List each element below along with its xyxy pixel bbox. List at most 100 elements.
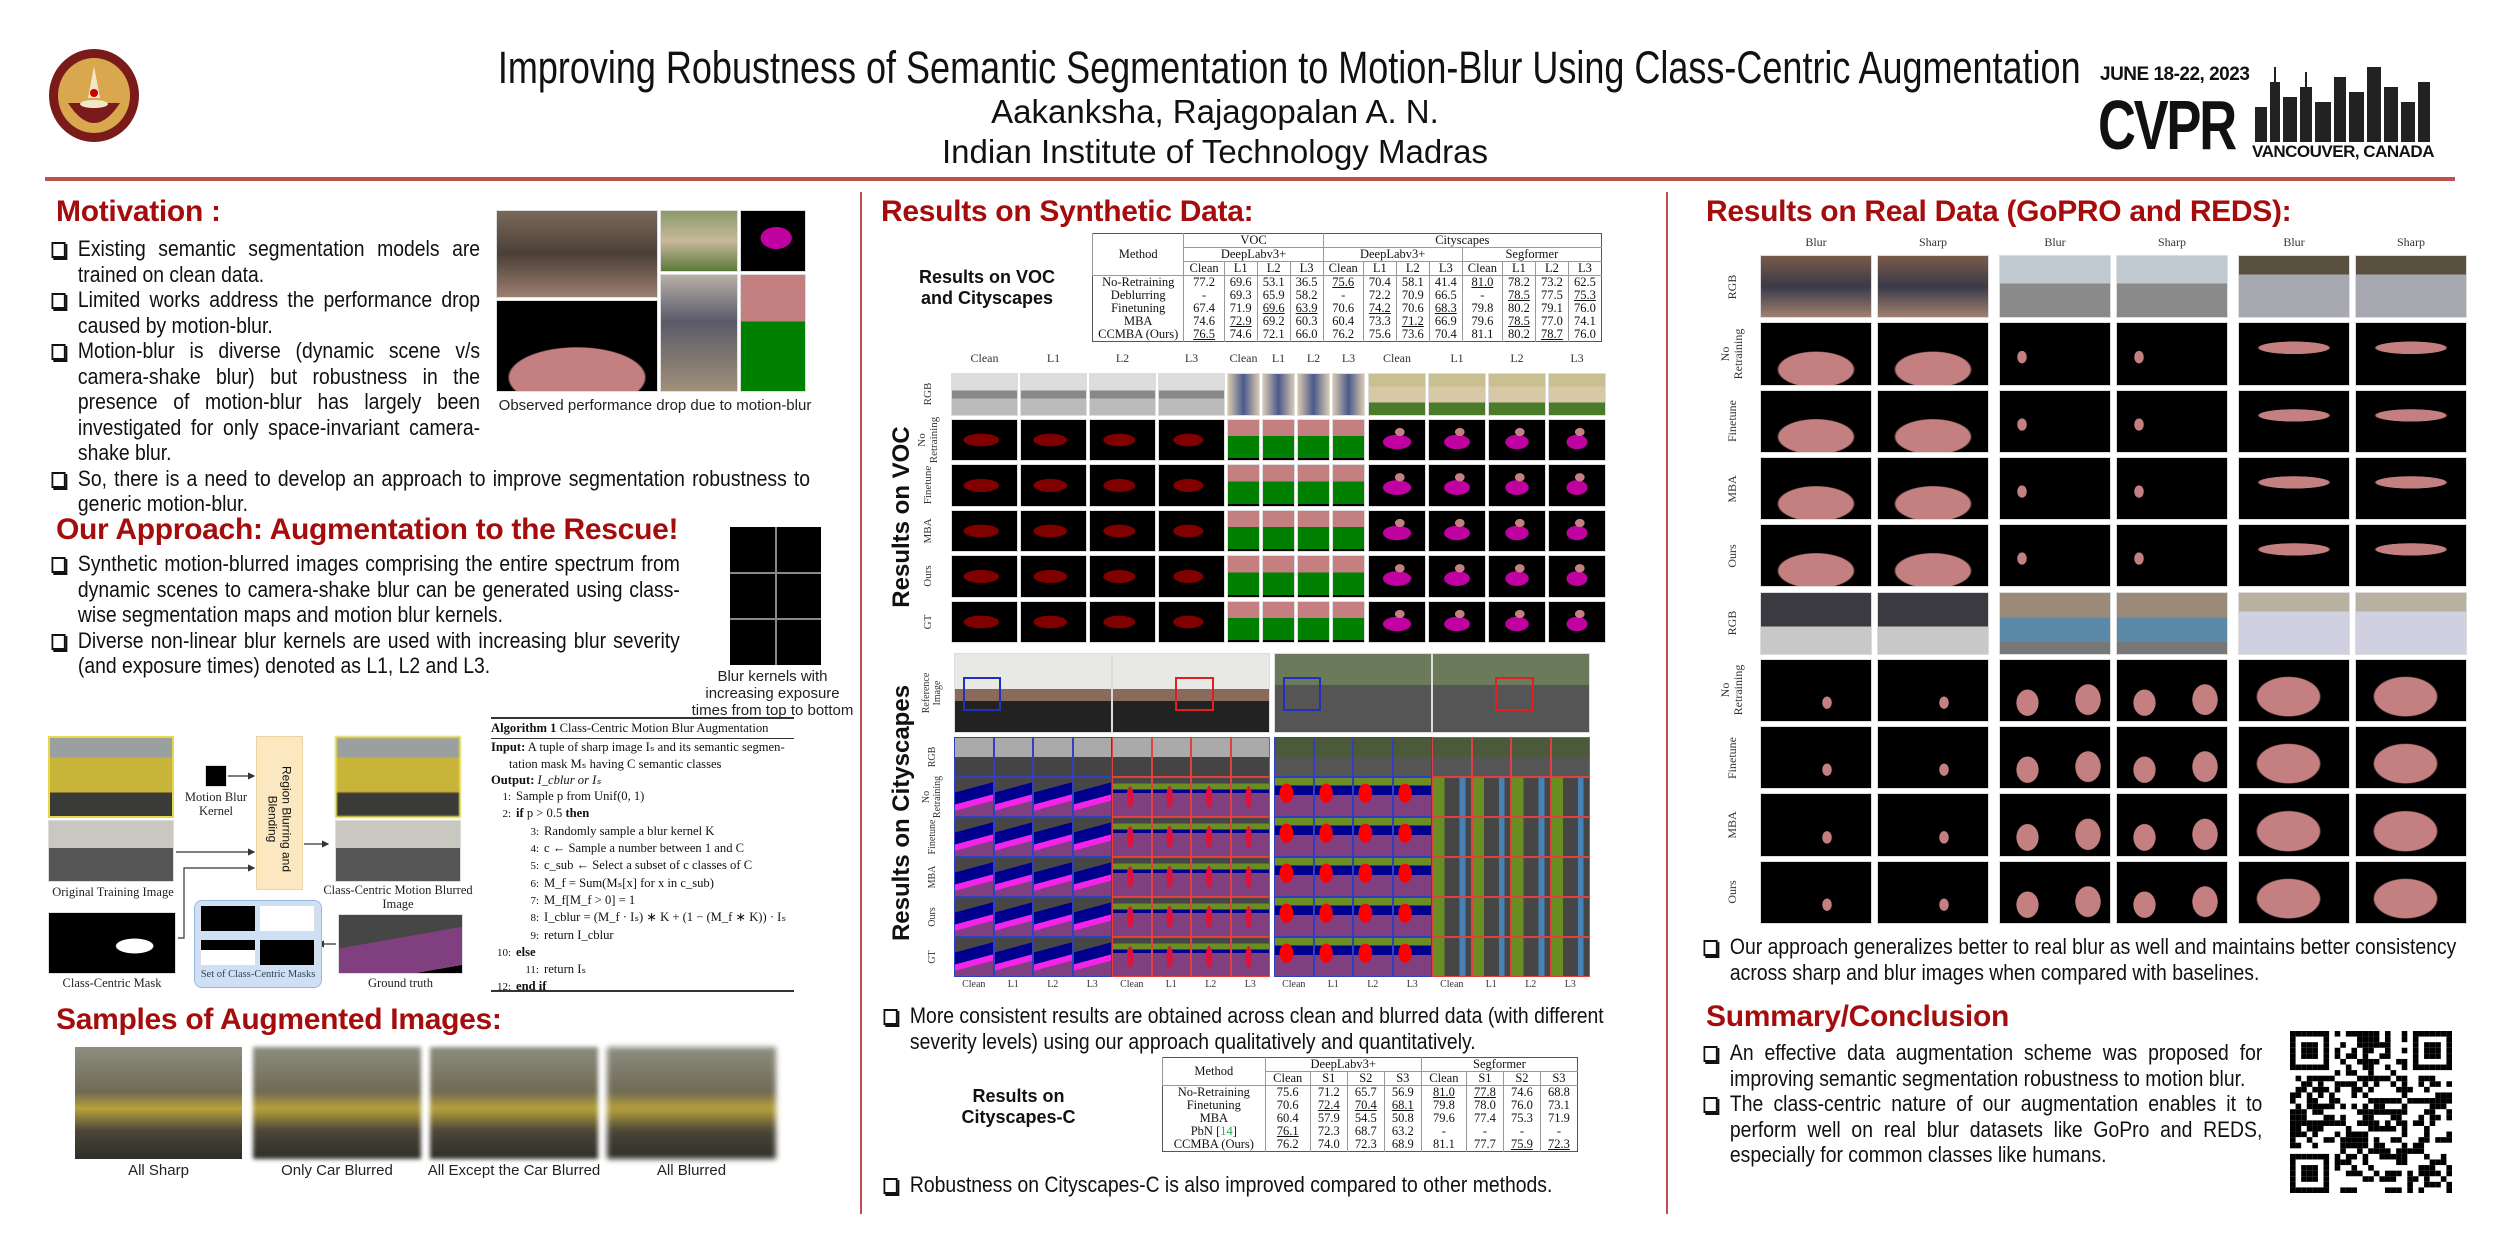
qr-module	[2384, 1098, 2391, 1104]
qr-module	[2424, 1170, 2430, 1177]
qr-module	[2440, 1064, 2447, 1071]
table-cell: 73.3	[1362, 315, 1397, 328]
qr-module	[2312, 1064, 2318, 1071]
column-label: Clean	[1120, 979, 1144, 990]
step-number: 12:	[496, 981, 511, 994]
qr-module	[2317, 1120, 2324, 1126]
qr-module	[2340, 1142, 2346, 1149]
column-label: L1	[1046, 351, 1061, 365]
table-cell: 70.4	[1346, 1099, 1385, 1112]
result-tile	[1550, 737, 1590, 777]
result-tile	[1432, 897, 1472, 937]
result-tile	[1089, 373, 1156, 416]
authors: Aakanksha, Rajagopalan A. N.	[991, 93, 1439, 130]
result-tile	[1877, 726, 1989, 790]
qr-module	[2396, 1058, 2402, 1065]
table-cell: 69.6	[1256, 302, 1291, 315]
column-label: Clean	[1282, 979, 1306, 990]
algorithm-step: 12: end if	[491, 978, 794, 995]
bullet-box-icon	[51, 471, 66, 488]
result-tile	[1230, 737, 1270, 777]
qr-module	[2435, 1103, 2441, 1110]
qr-module	[2424, 1098, 2430, 1104]
result-tile	[1488, 464, 1546, 507]
result-tile	[1999, 456, 2111, 521]
result-tile	[1428, 600, 1486, 643]
bullet-box-icon	[51, 633, 66, 650]
qr-module	[2424, 1031, 2430, 1037]
qr-module	[2334, 1098, 2341, 1104]
qr-module	[2429, 1075, 2436, 1082]
qr-module	[2446, 1098, 2452, 1104]
table-row: Finetuning 67.4 71.9 69.6 63.9 70.6 74.2 70.6 68…	[1093, 302, 1602, 315]
qr-module	[2323, 1036, 2330, 1043]
qr-module	[2424, 1075, 2430, 1082]
qr-module	[2424, 1131, 2430, 1138]
qr-module	[2390, 1137, 2397, 1143]
mask-set-label: Set of Class-Centric Masks	[200, 969, 316, 980]
qr-module	[2362, 1058, 2369, 1065]
sample-caption: Only Car Blurred	[281, 1162, 393, 1179]
table-cell: 69.6	[1223, 275, 1258, 289]
qr-module	[2340, 1058, 2346, 1065]
result-tile	[1368, 555, 1426, 598]
table-cell: 81.1	[1461, 328, 1503, 342]
bullet-box-icon	[51, 344, 66, 360]
qr-module	[2351, 1081, 2358, 1087]
qr-module	[2396, 1109, 2402, 1115]
qr-module	[2306, 1103, 2313, 1110]
qr-module	[2446, 1047, 2452, 1054]
qr-module	[2368, 1098, 2374, 1104]
qr-module	[2362, 1142, 2369, 1149]
qr-module	[2323, 1114, 2330, 1121]
qr-module	[2368, 1064, 2374, 1071]
qr-module	[2301, 1114, 2307, 1121]
summary-bullet: The class-centric nature of our augmenta…	[1700, 1091, 2262, 1168]
qr-module	[2362, 1081, 2369, 1087]
qr-module	[2357, 1170, 2363, 1177]
row-label: RGB	[1724, 610, 1739, 636]
qr-module	[2317, 1031, 2324, 1037]
qr-module	[2429, 1120, 2436, 1126]
table-cell: 76.0	[1567, 302, 1602, 315]
table-cell: 65.9	[1256, 289, 1291, 302]
result-tile	[1353, 777, 1393, 817]
approach-bullet: Synthetic motion-blurred images comprisi…	[48, 551, 810, 628]
qr-module	[2368, 1036, 2374, 1043]
qr-module	[2362, 1064, 2369, 1071]
result-tile	[1274, 897, 1314, 937]
qr-module	[2390, 1176, 2397, 1182]
result-tile	[951, 464, 1018, 507]
class-centric-mask	[48, 912, 176, 974]
table-cell: 76.0	[1567, 328, 1602, 342]
poster-title: Improving Robustness of Semantic Segment…	[497, 42, 2081, 93]
qr-module	[2384, 1064, 2391, 1071]
qr-code[interactable]	[2290, 1031, 2452, 1193]
qr-module	[2290, 1114, 2296, 1121]
cityscapes-qualitative-figure: Results on Cityscapes Reference Image RGB N…	[888, 653, 1602, 991]
qr-module	[2401, 1148, 2408, 1154]
qr-module	[2362, 1036, 2369, 1043]
qr-module	[2440, 1098, 2447, 1104]
qr-module	[2290, 1042, 2296, 1048]
qr-module	[2401, 1092, 2408, 1099]
result-tile	[2355, 860, 2467, 924]
qr-module	[2373, 1075, 2380, 1082]
conference-dates: JUNE 18-22, 2023	[2100, 64, 2250, 85]
qr-module	[2345, 1064, 2352, 1071]
result-tile	[1230, 817, 1270, 857]
qr-module	[2384, 1047, 2391, 1054]
qr-module	[2384, 1187, 2391, 1193]
column-label: Clean	[1229, 351, 1258, 365]
qr-module	[2345, 1153, 2352, 1160]
result-tile	[1428, 464, 1486, 507]
result-tile	[1191, 937, 1231, 977]
side-label: Results on VOC	[888, 426, 915, 608]
qr-module	[2412, 1120, 2419, 1126]
qr-module	[2435, 1170, 2441, 1177]
column-label: Sharp	[2397, 235, 2425, 249]
result-tile	[1089, 418, 1156, 461]
qr-module	[2424, 1064, 2430, 1071]
crowd-segmentation	[496, 300, 658, 392]
qr-module	[2323, 1047, 2330, 1054]
